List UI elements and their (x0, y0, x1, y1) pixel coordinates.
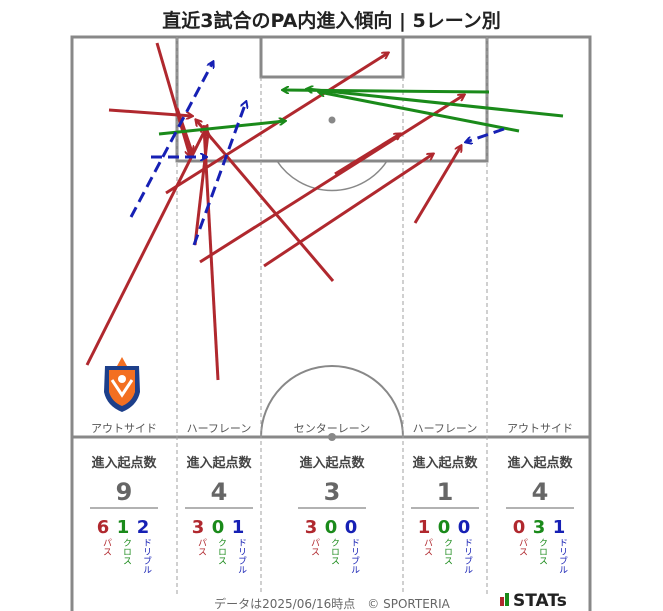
cross-label: クロス (121, 538, 131, 565)
dribble-label: ドリブル (141, 538, 152, 574)
lane-total: 9 (116, 478, 133, 506)
start-count-label: 進入起点数 (412, 455, 478, 471)
brand-name: STATs (513, 591, 567, 611)
dribble-label: ドリブル (462, 538, 473, 574)
cross-count: 3 (533, 517, 546, 538)
footer-note: データは2025/06/16時点 © SPORTERIA (214, 596, 451, 611)
pass-arrow (199, 95, 464, 264)
pass-label: パス (422, 538, 433, 556)
cross-arrow (319, 92, 520, 133)
cross-label: クロス (329, 538, 339, 565)
dribble-label: ドリブル (236, 538, 247, 574)
penalty-spot (328, 116, 336, 124)
cross-count: 0 (438, 517, 451, 538)
cross-label: クロス (216, 538, 226, 565)
cross-arrow (307, 89, 564, 118)
dribble-count: 1 (553, 517, 566, 538)
lane-dividers (176, 37, 488, 595)
cross-count: 1 (117, 517, 130, 538)
lane-labels: アウトサイド ハーフレーン センターレーン ハーフレーン アウトサイド (91, 422, 573, 435)
cross-arrows (158, 89, 564, 136)
goal-area (259, 35, 405, 79)
brand-bar-icon (500, 597, 504, 606)
lane-total: 4 (532, 478, 549, 506)
lane-label: ハーフレーン (413, 422, 478, 435)
cross-count: 0 (212, 517, 225, 538)
start-count-label: 進入起点数 (91, 455, 157, 471)
lane-total: 4 (211, 478, 228, 506)
start-count-label: 進入起点数 (186, 455, 252, 471)
dribble-count: 0 (345, 517, 358, 538)
cross-count: 0 (325, 517, 338, 538)
start-count-label: 進入起点数 (299, 455, 365, 471)
cross-arrow (158, 121, 285, 136)
lane-total: 3 (324, 478, 341, 506)
center-spot (328, 433, 336, 441)
pass-arrow (193, 133, 208, 246)
lane-label: アウトサイド (91, 422, 157, 435)
pass-label: パス (101, 538, 112, 556)
start-count-label: 進入起点数 (507, 455, 573, 471)
pass-arrows (85, 42, 464, 381)
brand-bar-icon (505, 593, 509, 606)
dribble-label: ドリブル (557, 538, 568, 574)
team-crest-icon (104, 357, 140, 412)
pass-arrow (85, 126, 207, 366)
dribble-count: 0 (458, 517, 471, 538)
pass-arrow (196, 120, 335, 282)
pass-count: 3 (305, 517, 318, 538)
brand-logo: STATs (500, 591, 567, 611)
lane-label: ハーフレーン (187, 422, 252, 435)
center-circle (260, 365, 404, 438)
pass-count: 1 (418, 517, 431, 538)
lane-label: センターレーン (294, 422, 370, 435)
pass-count: 0 (513, 517, 526, 538)
penalty-area (175, 35, 489, 163)
penalty-arc (276, 160, 388, 192)
stats-table: 進入起点数96パス1クロス2ドリブル進入起点数43パス0クロス1ドリブル進入起点… (90, 455, 574, 574)
dribble-arrow (466, 127, 505, 142)
lane-label: アウトサイド (507, 422, 573, 435)
chart-title: 直近3試合のPA内進入傾向 | 5レーン別 (162, 10, 501, 32)
cross-label: クロス (537, 538, 547, 565)
pass-label: パス (517, 538, 528, 556)
dribble-label: ドリブル (349, 538, 360, 574)
dribble-count: 1 (232, 517, 245, 538)
pass-arrow (413, 146, 461, 224)
dribble-arrows (129, 62, 505, 246)
dribble-count: 2 (137, 517, 150, 538)
pass-arrow (334, 134, 400, 176)
pass-arrow (263, 154, 433, 268)
pass-label: パス (309, 538, 320, 556)
dribble-arrow (192, 102, 246, 246)
pass-count: 6 (97, 517, 110, 538)
lane-total: 1 (437, 478, 454, 506)
pass-count: 3 (192, 517, 205, 538)
pass-arrow (155, 42, 190, 156)
pass-label: パス (196, 538, 207, 556)
dribble-arrow (129, 62, 213, 218)
cross-label: クロス (442, 538, 452, 565)
